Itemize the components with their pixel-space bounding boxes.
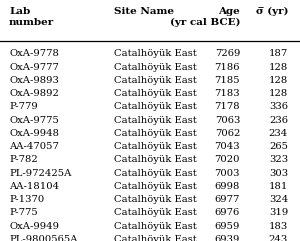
Text: Catalhöyük East: Catalhöyük East — [114, 182, 197, 191]
Text: 7183: 7183 — [214, 89, 240, 98]
Text: Catalhöyük East: Catalhöyük East — [114, 102, 197, 111]
Text: 265: 265 — [269, 142, 288, 151]
Text: 7020: 7020 — [214, 155, 240, 164]
Text: Catalhöyük East: Catalhöyük East — [114, 76, 197, 85]
Text: 323: 323 — [269, 155, 288, 164]
Text: P-1370: P-1370 — [9, 195, 44, 204]
Text: 6939: 6939 — [214, 235, 240, 241]
Text: 6976: 6976 — [215, 208, 240, 217]
Text: P-775: P-775 — [9, 208, 38, 217]
Text: 7269: 7269 — [214, 49, 240, 58]
Text: 6959: 6959 — [214, 222, 240, 231]
Text: Site Name: Site Name — [114, 7, 174, 16]
Text: Lab
number: Lab number — [9, 7, 54, 27]
Text: 243: 243 — [269, 235, 288, 241]
Text: 319: 319 — [269, 208, 288, 217]
Text: 7185: 7185 — [214, 76, 240, 85]
Text: OxA-9777: OxA-9777 — [9, 63, 59, 72]
Text: 324: 324 — [269, 195, 288, 204]
Text: Catalhöyük East: Catalhöyük East — [114, 195, 197, 204]
Text: 183: 183 — [269, 222, 288, 231]
Text: 187: 187 — [269, 49, 288, 58]
Text: 7043: 7043 — [214, 142, 240, 151]
Text: OxA-9948: OxA-9948 — [9, 129, 59, 138]
Text: Catalhöyük East: Catalhöyük East — [114, 116, 197, 125]
Text: 6977: 6977 — [214, 195, 240, 204]
Text: 6998: 6998 — [214, 182, 240, 191]
Text: 128: 128 — [269, 63, 288, 72]
Text: OxA-9893: OxA-9893 — [9, 76, 59, 85]
Text: 181: 181 — [268, 182, 288, 191]
Text: P-782: P-782 — [9, 155, 38, 164]
Text: Catalhöyük East: Catalhöyük East — [114, 208, 197, 217]
Text: 303: 303 — [269, 169, 288, 178]
Text: OxA-9775: OxA-9775 — [9, 116, 59, 125]
Text: 234: 234 — [269, 129, 288, 138]
Text: Catalhöyük East: Catalhöyük East — [114, 169, 197, 178]
Text: 7178: 7178 — [214, 102, 240, 111]
Text: Age
(yr cal BCE): Age (yr cal BCE) — [169, 7, 240, 27]
Text: Catalhöyük East: Catalhöyük East — [114, 89, 197, 98]
Text: 7003: 7003 — [214, 169, 240, 178]
Text: Catalhöyük East: Catalhöyük East — [114, 63, 197, 72]
Text: P-779: P-779 — [9, 102, 38, 111]
Text: PL-972425A: PL-972425A — [9, 169, 71, 178]
Text: 128: 128 — [269, 76, 288, 85]
Text: 7062: 7062 — [214, 129, 240, 138]
Text: 7186: 7186 — [214, 63, 240, 72]
Text: Catalhöyük East: Catalhöyük East — [114, 155, 197, 164]
Text: OxA-9778: OxA-9778 — [9, 49, 59, 58]
Text: AA-18104: AA-18104 — [9, 182, 59, 191]
Text: Catalhöyük East: Catalhöyük East — [114, 235, 197, 241]
Text: 236: 236 — [269, 116, 288, 125]
Text: Catalhöyük East: Catalhöyük East — [114, 129, 197, 138]
Text: Catalhöyük East: Catalhöyük East — [114, 222, 197, 231]
Text: σ̅ (yr): σ̅ (yr) — [256, 7, 288, 16]
Text: Catalhöyük East: Catalhöyük East — [114, 49, 197, 58]
Text: AA-47057: AA-47057 — [9, 142, 59, 151]
Text: 7063: 7063 — [214, 116, 240, 125]
Text: 128: 128 — [269, 89, 288, 98]
Text: Catalhöyük East: Catalhöyük East — [114, 142, 197, 151]
Text: PL-9800565A: PL-9800565A — [9, 235, 77, 241]
Text: OxA-9949: OxA-9949 — [9, 222, 59, 231]
Text: 336: 336 — [269, 102, 288, 111]
Text: OxA-9892: OxA-9892 — [9, 89, 59, 98]
